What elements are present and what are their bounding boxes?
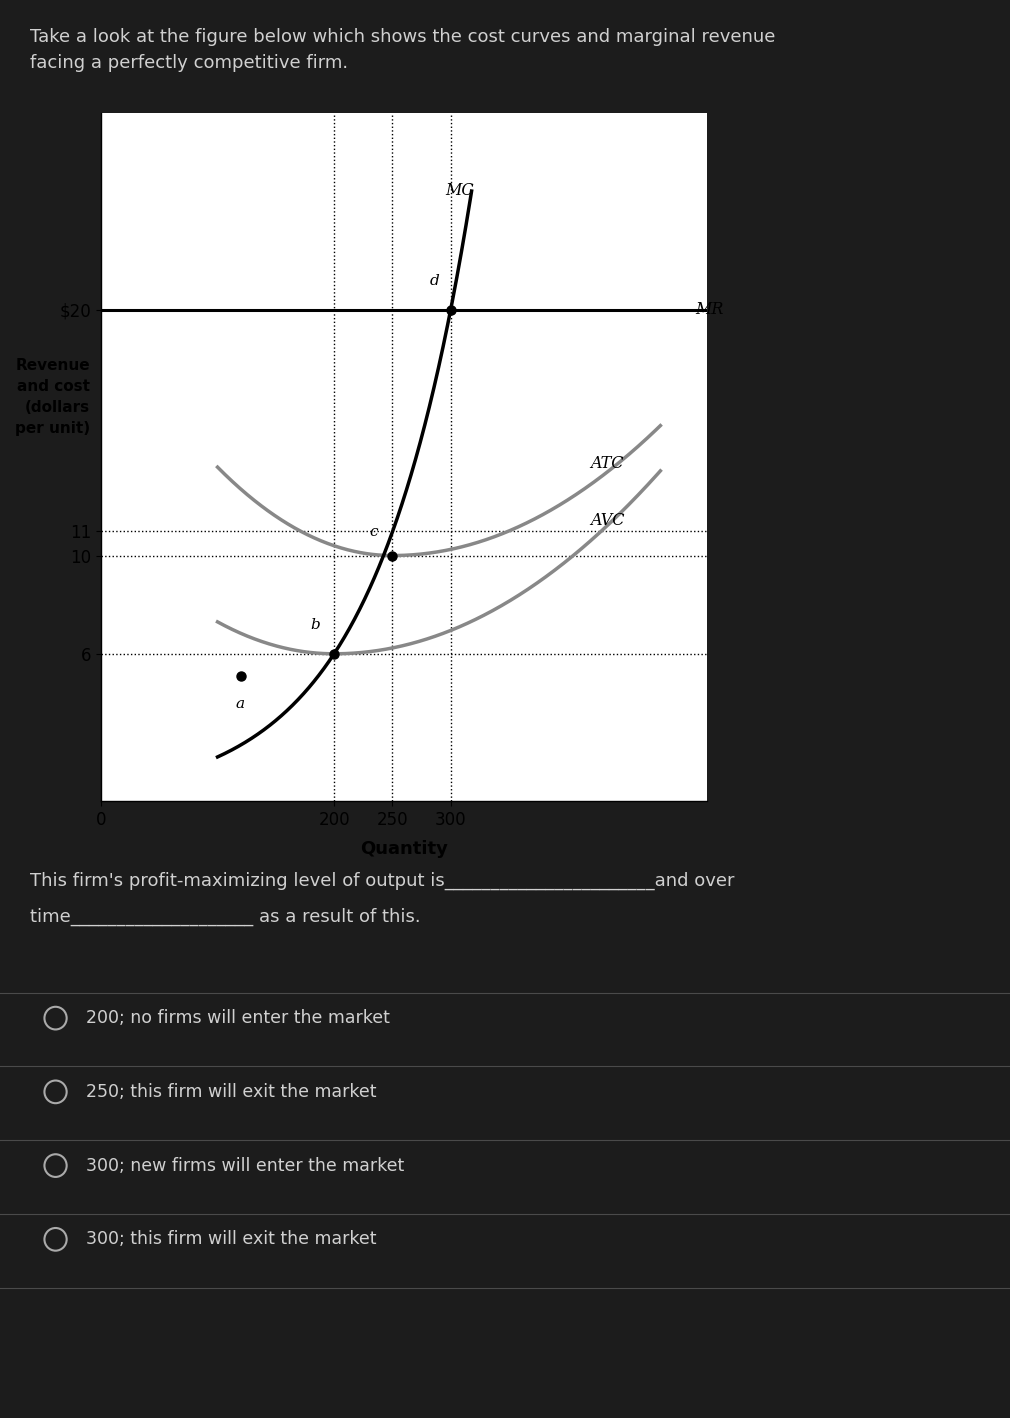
Text: d: d	[429, 274, 439, 288]
Text: a: a	[235, 696, 244, 710]
Text: Revenue
and cost
(dollars
per unit): Revenue and cost (dollars per unit)	[15, 357, 90, 437]
Text: time____________________ as a result of this.: time____________________ as a result of …	[30, 908, 421, 926]
Text: 300; this firm will exit the market: 300; this firm will exit the market	[86, 1231, 377, 1248]
Text: 300; new firms will enter the market: 300; new firms will enter the market	[86, 1157, 404, 1174]
Text: MR: MR	[695, 302, 724, 319]
Text: MC: MC	[444, 183, 474, 200]
Text: This firm's profit-maximizing level of output is_______________________and over: This firm's profit-maximizing level of o…	[30, 872, 735, 891]
Text: Take a look at the figure below which shows the cost curves and marginal revenue: Take a look at the figure below which sh…	[30, 28, 776, 47]
Text: c: c	[369, 525, 378, 539]
Text: 200; no firms will enter the market: 200; no firms will enter the market	[86, 1010, 390, 1027]
Text: ATC: ATC	[591, 455, 624, 472]
Text: b: b	[311, 618, 320, 632]
X-axis label: Quantity: Quantity	[360, 839, 448, 858]
Text: facing a perfectly competitive firm.: facing a perfectly competitive firm.	[30, 54, 348, 72]
Text: AVC: AVC	[591, 512, 625, 529]
Text: 250; this firm will exit the market: 250; this firm will exit the market	[86, 1083, 377, 1100]
